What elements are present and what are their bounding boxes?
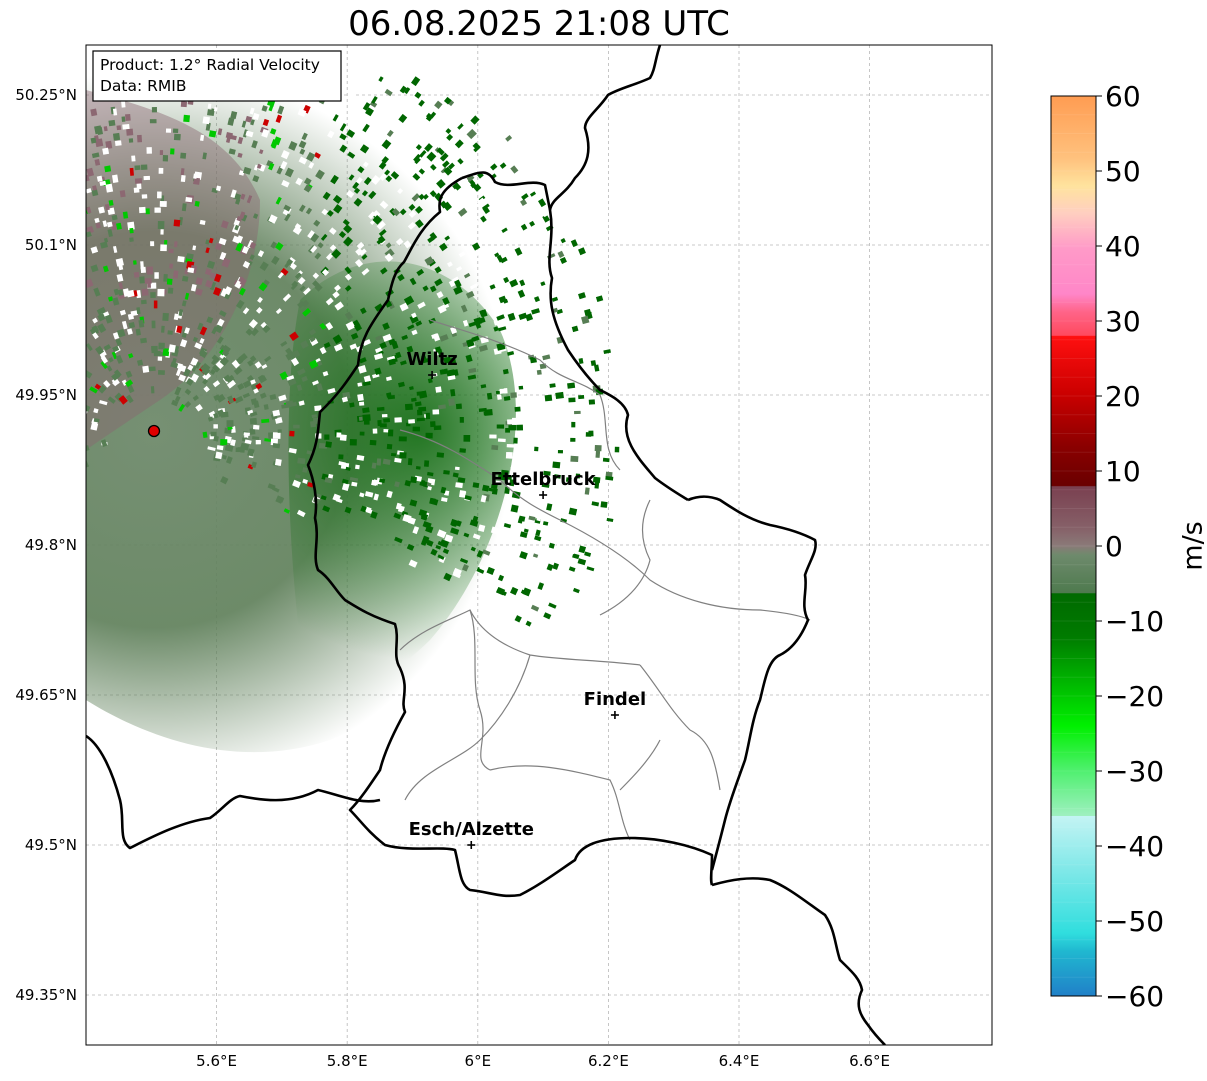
colorbar-tick-label: −50 [1105, 905, 1164, 938]
lat-tick-label: 50.25°N [15, 86, 77, 104]
city-esch-alzette: Esch/Alzette [409, 819, 534, 849]
radar-echo-reddish-region [86, 90, 260, 450]
radar-echo-speckles [86, 73, 620, 627]
colorbar-tick-label: 20 [1105, 380, 1141, 413]
lon-tick-label: 6.6°E [849, 1052, 890, 1070]
lat-tick-label: 49.35°N [15, 986, 77, 1004]
colorbar-unit-label: m/s [1178, 521, 1207, 570]
radar-site-marker [147, 424, 161, 438]
lon-tick-label: 6.2°E [588, 1052, 629, 1070]
lat-tick-label: 50.1°N [25, 236, 77, 254]
border-germany-france [711, 877, 886, 1045]
colorbar-tick-labels: 60 50 40 30 20 10 0 −10 −20 −30 −40 −50 −60 [1096, 80, 1164, 1013]
colorbar-tick-label: 0 [1105, 530, 1123, 563]
city-name-label: Ettelbruck [491, 469, 597, 490]
colorbar-ramp [1051, 96, 1096, 996]
lon-tick-label: 6.4°E [719, 1052, 760, 1070]
lat-tick-label: 49.5°N [25, 836, 77, 854]
product-label: Product: 1.2° Radial Velocity [100, 56, 320, 74]
colorbar-tick-label: 10 [1105, 455, 1141, 488]
border-luxembourg-east [687, 495, 817, 871]
city-ettelbruck: Ettelbruck [491, 469, 597, 499]
city-wiltz: Wiltz [406, 349, 458, 379]
radar-echo-inbound-region [288, 261, 516, 685]
colorbar-tick-label: 40 [1105, 230, 1141, 263]
colorbar-tick-label: −60 [1105, 980, 1164, 1013]
map-title: 06.08.2025 21:08 UTC [348, 4, 730, 44]
border-france-belgium [86, 734, 381, 850]
colorbar-tick-label: −20 [1105, 680, 1164, 713]
lon-tick-label: 5.8°E [327, 1052, 368, 1070]
city-name-label: Esch/Alzette [409, 819, 534, 840]
lon-tick-label: 5.6°E [196, 1052, 237, 1070]
colorbar-tick-label: −40 [1105, 830, 1164, 863]
map-axes-frame [85, 44, 993, 1046]
data-source-label: Data: RMIB [100, 77, 187, 95]
longitude-tick-labels: 5.6°E 5.8°E 6°E 6.2°E 6.4°E 6.6°E [196, 1052, 890, 1070]
national-borders [86, 45, 886, 1045]
colorbar-tick-label: 30 [1105, 305, 1141, 338]
canton-boundaries [399, 319, 811, 841]
product-info-box: Product: 1.2° Radial Velocity Data: RMIB [92, 50, 342, 102]
border-luxembourg-body [306, 171, 714, 898]
city-name-label: Wiltz [406, 349, 457, 370]
city-name-label: Findel [584, 689, 647, 710]
colorbar-tick-label: −30 [1105, 755, 1164, 788]
colorbar-tick-label: −10 [1105, 605, 1164, 638]
colorbar-tick-label: 50 [1105, 155, 1141, 188]
city-labels: Wiltz Ettelbruck Findel Esch/Alzette [406, 349, 646, 849]
lat-tick-label: 49.65°N [15, 686, 77, 704]
border-luxembourg-west [548, 45, 689, 502]
colorbar-tick-label: 60 [1105, 80, 1141, 113]
latitude-tick-labels: 50.25°N 50.1°N 49.95°N 49.8°N 49.65°N 49.5°N 4… [15, 86, 77, 1004]
lon-tick-label: 6°E [465, 1052, 492, 1070]
city-findel: Findel [584, 689, 647, 719]
lat-tick-label: 49.8°N [25, 536, 77, 554]
lat-tick-label: 49.95°N [15, 386, 77, 404]
